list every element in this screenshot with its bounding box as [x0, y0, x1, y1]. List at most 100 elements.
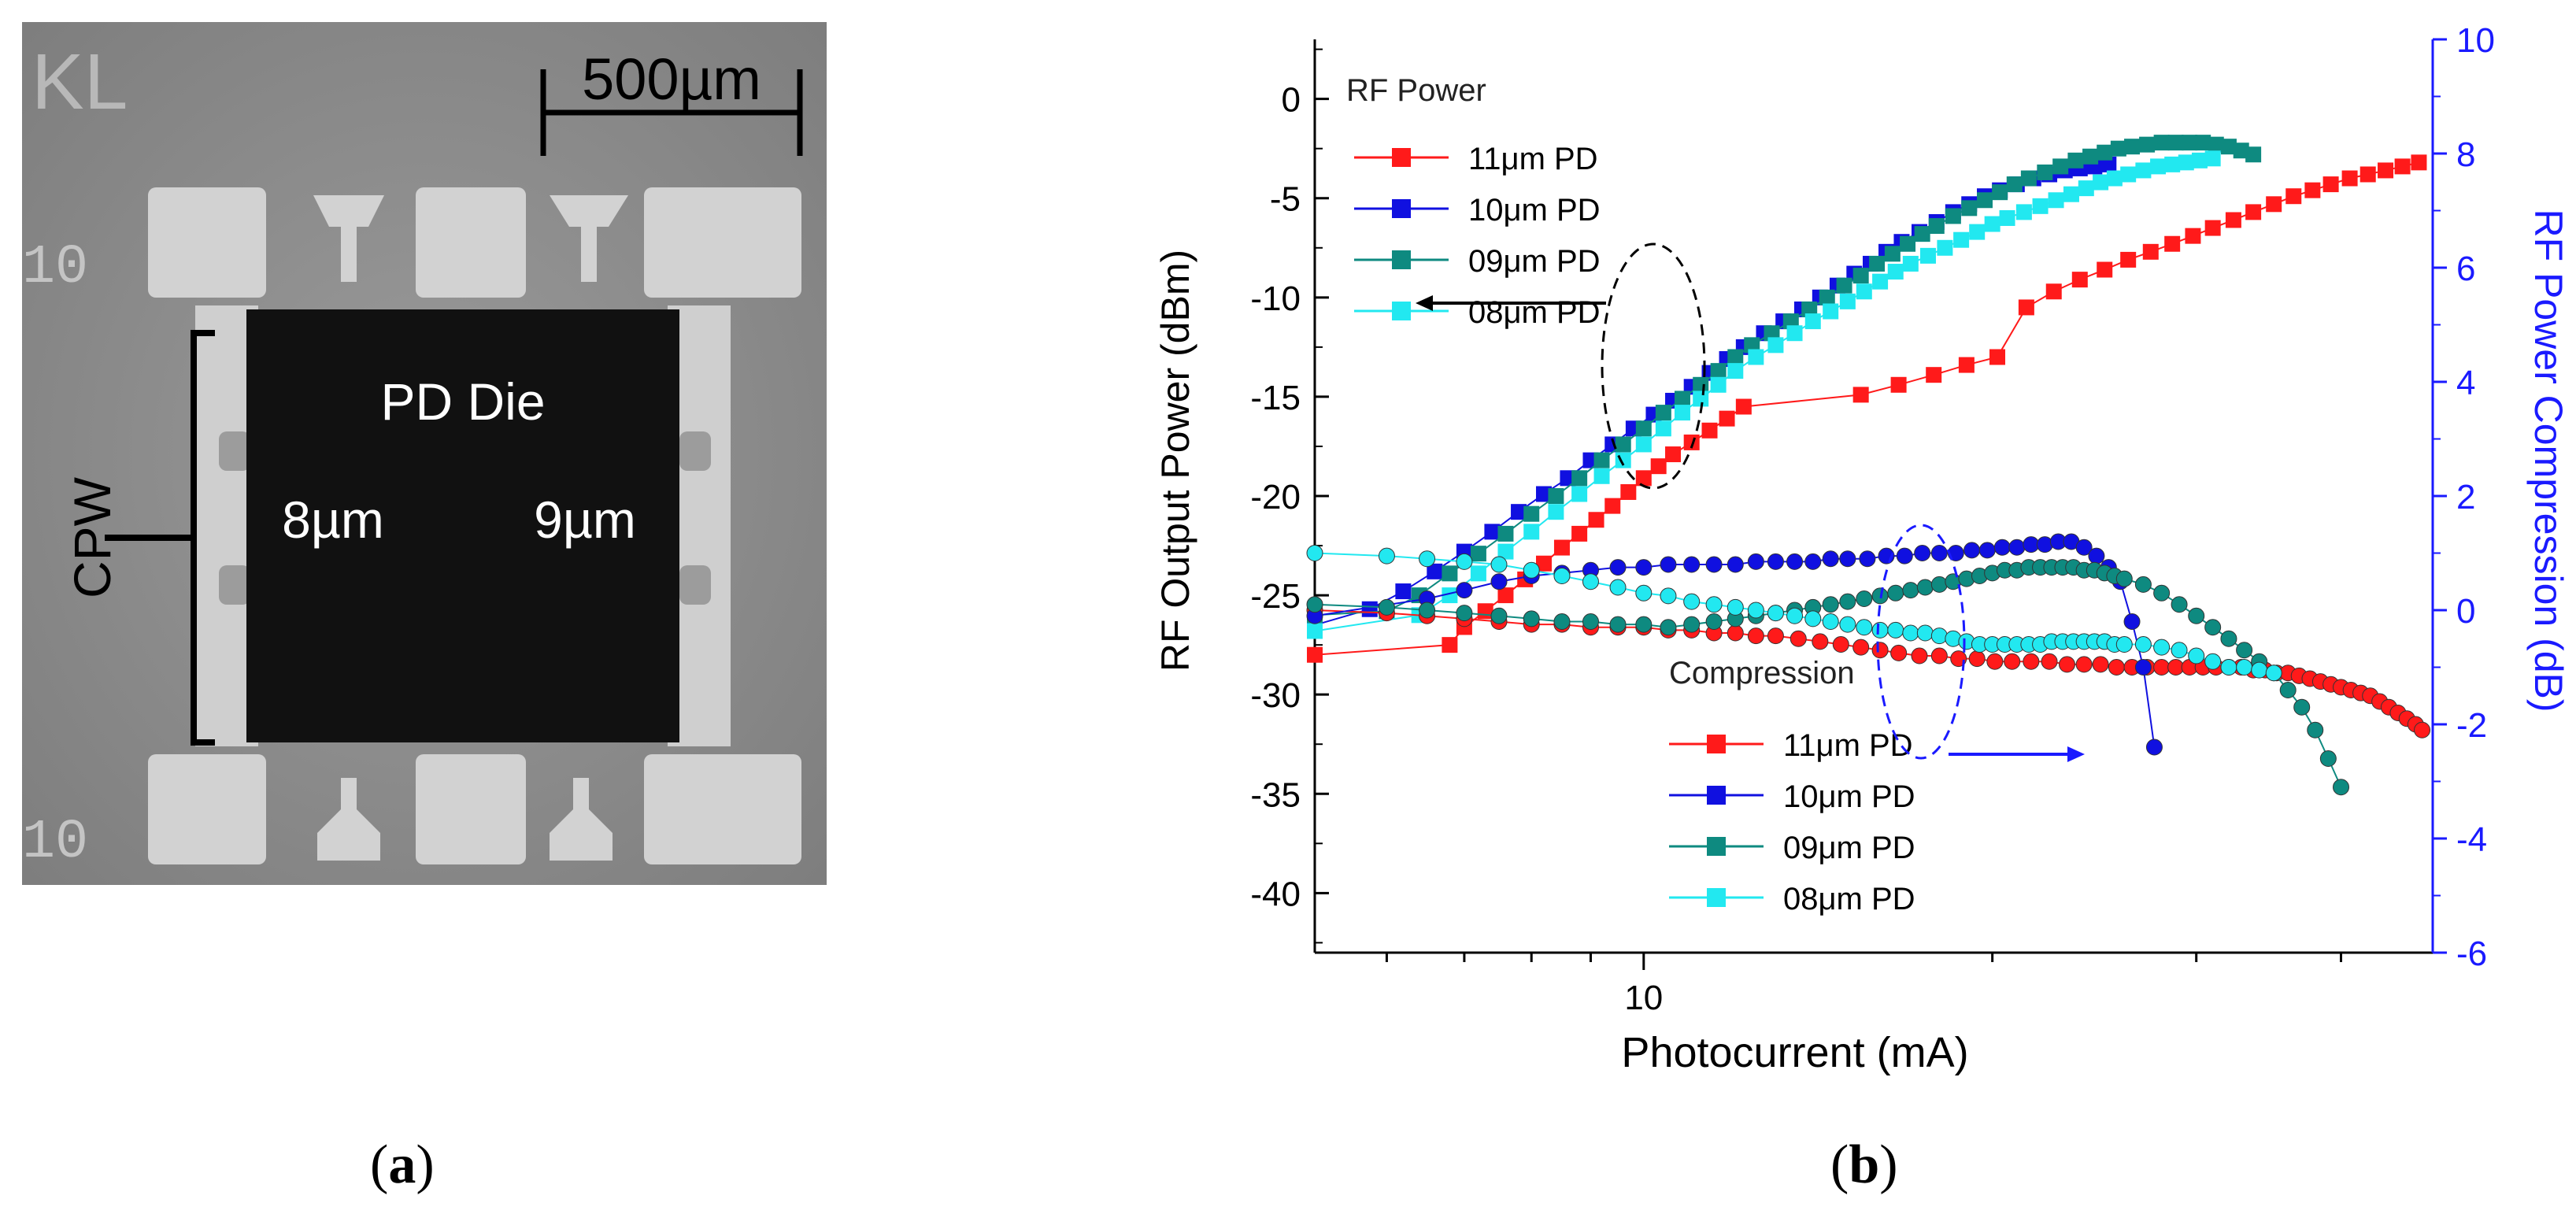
data-point: [2153, 659, 2171, 676]
data-point: [2115, 570, 2133, 587]
data-point: [1655, 420, 1671, 437]
data-point: [2394, 158, 2411, 175]
data-point: [2220, 630, 2237, 647]
data-point: [2134, 576, 2152, 593]
data-point: [2333, 779, 2350, 796]
microscope-image-panel: KL 10 10: [22, 22, 827, 885]
data-point: [2319, 750, 2337, 767]
data-point: [2023, 653, 2040, 670]
data-point: [1937, 239, 1953, 256]
data-point: [1571, 470, 1588, 487]
data-point: [1902, 582, 1919, 599]
data-point: [1693, 376, 1709, 393]
data-point: [1442, 637, 1458, 653]
data-point: [1978, 542, 1996, 559]
data-point: [1660, 619, 1677, 636]
data-point: [1832, 636, 1849, 653]
y2-tick-label: 6: [2456, 250, 2475, 288]
data-point: [1484, 524, 1501, 540]
data-point: [1609, 579, 1627, 596]
data-point: [1497, 525, 1514, 542]
data-point: [1968, 650, 1986, 668]
data-point: [1804, 553, 1822, 570]
y-tick-label: 0: [1282, 81, 1301, 120]
data-point: [2048, 192, 2064, 209]
data-point: [1852, 639, 1870, 656]
data-point: [2195, 135, 2211, 151]
data-point: [1442, 565, 1458, 582]
data-point: [1822, 613, 1839, 630]
power-arrowhead: [1416, 295, 1433, 311]
data-point: [2171, 596, 2188, 613]
data-point: [1786, 553, 1804, 570]
data-point: [1650, 458, 1667, 475]
legend-entry: 08μm PD: [1669, 882, 1915, 916]
legend-label: 08μm PD: [1468, 295, 1601, 330]
data-point: [1859, 550, 1876, 568]
data-point: [1456, 605, 1473, 622]
data-point: [1548, 504, 1564, 520]
y-tick-label: -25: [1250, 577, 1301, 616]
data-point: [2293, 698, 2311, 716]
legend-label: 09μm PD: [1783, 831, 1915, 865]
data-point: [2414, 721, 2431, 739]
data-point: [1999, 209, 2015, 226]
data-point: [2067, 152, 2084, 168]
legend-marker: [1392, 250, 1411, 269]
data-point: [1984, 216, 2000, 232]
caption-a: (a): [370, 1135, 435, 1195]
legend-entry: 09μm PD: [1669, 831, 1915, 865]
legend-entry: 11μm PD: [1354, 142, 1598, 176]
data-point: [1819, 289, 1835, 305]
data-point: [1926, 367, 1942, 383]
data-point: [2018, 299, 2034, 316]
data-point: [1786, 325, 1803, 342]
data-point: [2063, 186, 2079, 202]
legend-label: 10μm PD: [1468, 193, 1601, 228]
x-axis-title: Photocurrent (mA): [1621, 1029, 1968, 1076]
data-point: [1727, 363, 1744, 379]
compression-arrowhead: [2067, 746, 2085, 762]
data-point: [1839, 550, 1856, 568]
data-point: [1536, 486, 1553, 502]
data-point: [1822, 596, 1839, 613]
legend-power-title: RF Power: [1346, 73, 1486, 108]
data-point: [1523, 505, 1540, 522]
data-point: [1361, 601, 1378, 617]
data-point: [1919, 247, 1936, 264]
data-point: [1890, 644, 1908, 661]
data-point: [2036, 536, 2053, 553]
data-point: [1683, 556, 1701, 573]
data-point: [2142, 243, 2159, 260]
data-point: [1928, 218, 1945, 235]
data-point: [1930, 647, 1948, 664]
data-point: [2088, 547, 2105, 565]
data-point: [2191, 152, 2208, 168]
data-point: [1588, 512, 1604, 528]
data-point: [1665, 446, 1682, 463]
data-point: [1705, 556, 1723, 573]
data-point: [1986, 653, 2004, 670]
bottom-pad-row: [148, 754, 801, 864]
data-point: [1470, 565, 1486, 582]
data-point: [1705, 613, 1723, 630]
data-point: [1660, 587, 1677, 605]
legend-marker: [1707, 786, 1726, 805]
data-point: [1993, 539, 2011, 556]
data-point: [2182, 135, 2198, 151]
data-point: [2078, 180, 2094, 197]
data-point: [1977, 192, 1993, 209]
data-point: [2123, 613, 2141, 630]
y-tick-label: -35: [1250, 776, 1301, 814]
data-point: [1307, 623, 1323, 639]
data-point: [2134, 636, 2152, 653]
data-point: [1782, 313, 1799, 330]
data-point: [1615, 436, 1631, 453]
data-point: [2245, 146, 2262, 163]
pd-die: [246, 309, 679, 742]
data-point: [2153, 584, 2171, 602]
data-point: [1748, 349, 1764, 365]
legend-label: 08μm PD: [1783, 882, 1915, 916]
legend-power-entries: 11μm PD 10μm PD 09μm PD 08μm PD: [1354, 142, 1601, 330]
data-point: [1693, 391, 1709, 407]
